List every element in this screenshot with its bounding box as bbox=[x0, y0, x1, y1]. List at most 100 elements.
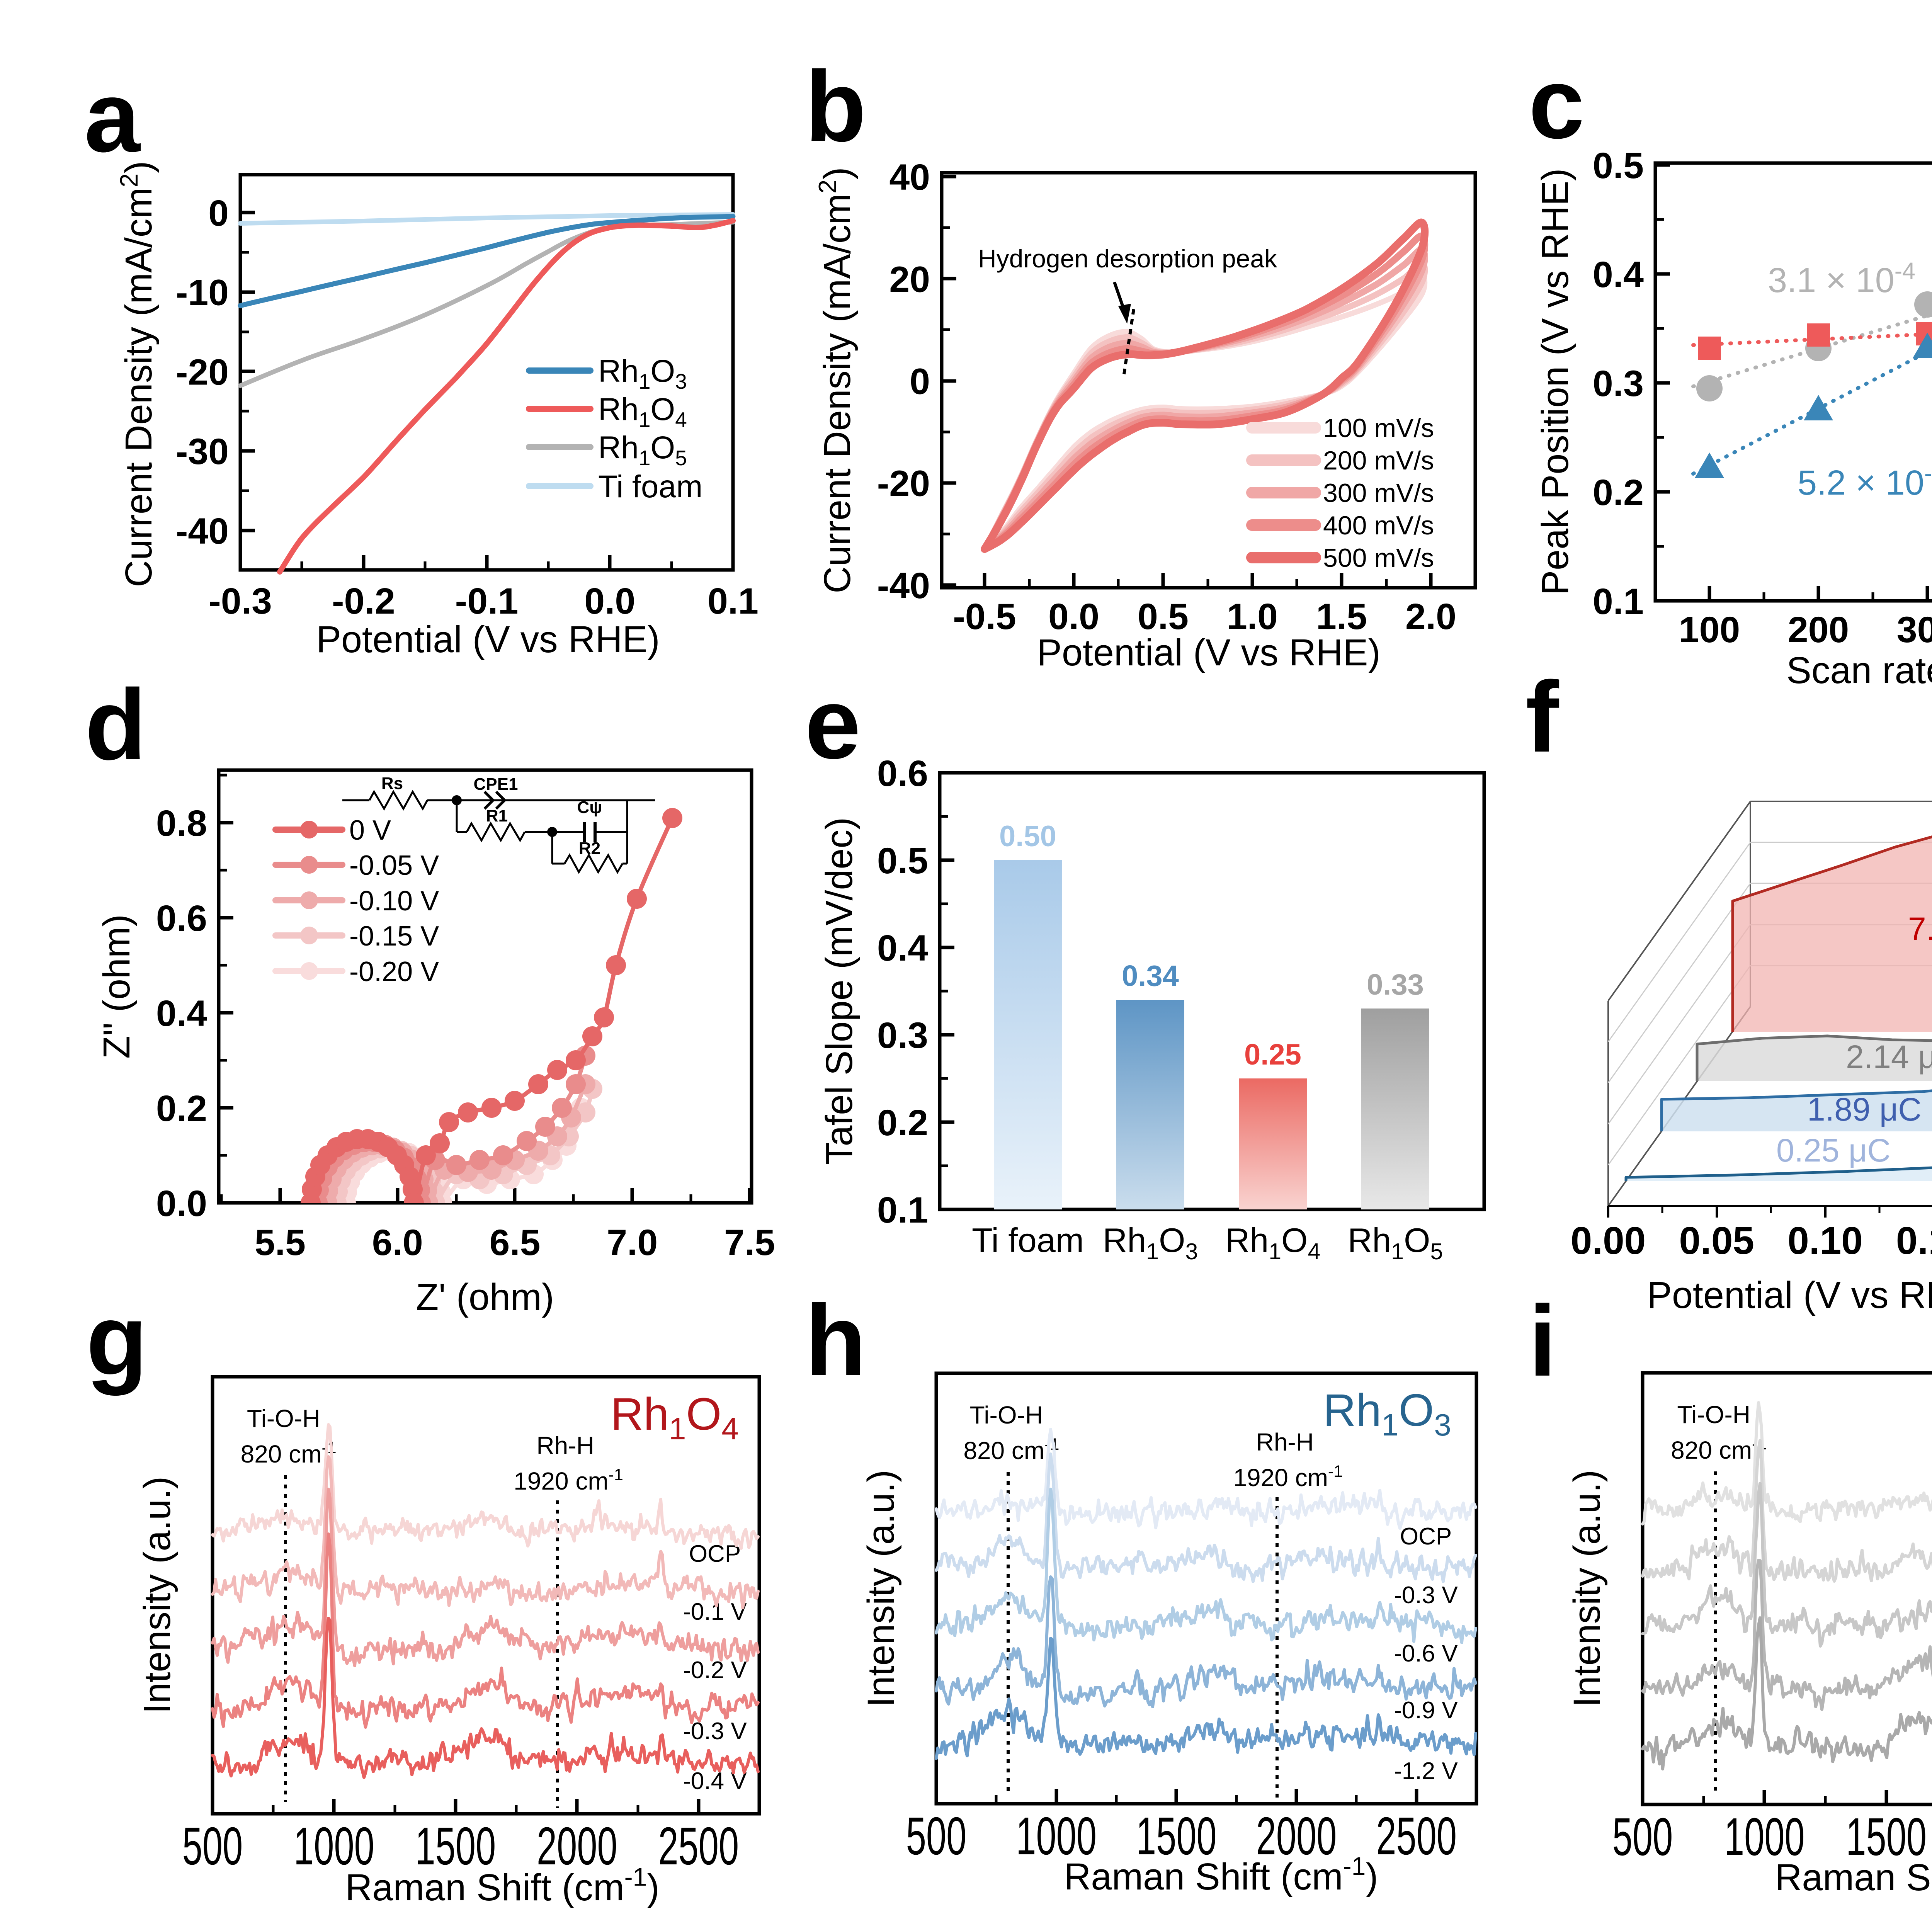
svg-text:0.50: 0.50 bbox=[999, 820, 1056, 853]
svg-text:-0.1: -0.1 bbox=[455, 581, 519, 622]
svg-text:2.0: 2.0 bbox=[1405, 596, 1456, 637]
svg-text:0.25: 0.25 bbox=[1244, 1038, 1301, 1071]
svg-text:0.0: 0.0 bbox=[156, 1183, 207, 1224]
svg-text:R1: R1 bbox=[486, 806, 508, 825]
svg-text:-10: -10 bbox=[176, 272, 229, 313]
svg-text:Raman Shift (cm-1): Raman Shift (cm-1) bbox=[1775, 1852, 1932, 1898]
svg-text:7.5: 7.5 bbox=[724, 1222, 775, 1263]
svg-text:OCP: OCP bbox=[689, 1541, 741, 1567]
svg-text:Potential (V vs RHE): Potential (V vs RHE) bbox=[1037, 631, 1380, 673]
svg-text:0.8: 0.8 bbox=[156, 803, 207, 844]
svg-text:0.6: 0.6 bbox=[156, 898, 207, 939]
svg-text:Peak Position (V vs RHE): Peak Position (V vs RHE) bbox=[1534, 168, 1576, 595]
svg-text:6.5: 6.5 bbox=[489, 1222, 540, 1263]
svg-text:g: g bbox=[86, 1284, 148, 1396]
svg-text:Rh-H: Rh-H bbox=[1256, 1428, 1314, 1456]
svg-text:0.34: 0.34 bbox=[1122, 960, 1179, 993]
svg-text:820 cm-1: 820 cm-1 bbox=[1671, 1435, 1767, 1464]
svg-text:-0.3: -0.3 bbox=[209, 581, 272, 622]
svg-text:3.1 × 10-4: 3.1 × 10-4 bbox=[1768, 258, 1915, 300]
svg-text:200 mV/s: 200 mV/s bbox=[1323, 446, 1434, 475]
svg-text:CPE1: CPE1 bbox=[474, 775, 518, 794]
svg-text:0.2: 0.2 bbox=[156, 1088, 207, 1129]
svg-text:7.95 μC: 7.95 μC bbox=[1908, 911, 1932, 947]
svg-text:Current Density (mA/cm2): Current Density (mA/cm2) bbox=[813, 167, 858, 593]
svg-text:40: 40 bbox=[889, 157, 930, 198]
svg-text:Z' (ohm): Z' (ohm) bbox=[416, 1276, 554, 1318]
svg-text:500 mV/s: 500 mV/s bbox=[1323, 543, 1434, 573]
svg-text:Tafel Slope (mV/dec): Tafel Slope (mV/dec) bbox=[818, 817, 860, 1165]
svg-text:Ti foam: Ti foam bbox=[972, 1221, 1084, 1259]
svg-text:-0.6 V: -0.6 V bbox=[1394, 1640, 1458, 1667]
svg-text:Ti-O-H: Ti-O-H bbox=[970, 1401, 1043, 1429]
svg-text:2000: 2000 bbox=[537, 1816, 617, 1876]
svg-text:0.10: 0.10 bbox=[1787, 1219, 1863, 1262]
svg-text:Rh1O5: Rh1O5 bbox=[1348, 1221, 1443, 1264]
svg-text:-20: -20 bbox=[877, 463, 930, 504]
svg-text:7.0: 7.0 bbox=[607, 1222, 658, 1263]
svg-text:i: i bbox=[1529, 1285, 1556, 1397]
svg-text:a: a bbox=[84, 61, 141, 173]
svg-text:-20: -20 bbox=[176, 352, 229, 393]
svg-text:-0.3 V: -0.3 V bbox=[1394, 1582, 1458, 1609]
svg-text:Cψ: Cψ bbox=[577, 798, 602, 817]
svg-text:0.0: 0.0 bbox=[1048, 596, 1099, 637]
svg-text:2500: 2500 bbox=[1376, 1806, 1457, 1866]
svg-text:1920 cm-1: 1920 cm-1 bbox=[1233, 1462, 1343, 1492]
svg-text:Potential (V vs RHE): Potential (V vs RHE) bbox=[316, 618, 660, 660]
svg-text:20: 20 bbox=[889, 259, 930, 300]
svg-text:0.4: 0.4 bbox=[1593, 254, 1644, 295]
svg-text:-0.20 V: -0.20 V bbox=[349, 956, 439, 987]
svg-text:0.0: 0.0 bbox=[584, 581, 635, 622]
svg-text:Intensity (a.u.): Intensity (a.u.) bbox=[1566, 1470, 1608, 1708]
svg-text:R2: R2 bbox=[579, 839, 600, 858]
svg-text:400 mV/s: 400 mV/s bbox=[1323, 511, 1434, 540]
svg-text:Intensity (a.u.): Intensity (a.u.) bbox=[136, 1476, 178, 1714]
svg-text:200: 200 bbox=[1788, 609, 1849, 650]
svg-text:1.5: 1.5 bbox=[1316, 596, 1367, 637]
svg-text:d: d bbox=[85, 669, 146, 781]
svg-text:1000: 1000 bbox=[1724, 1807, 1805, 1867]
svg-text:-30: -30 bbox=[176, 431, 229, 472]
svg-text:-0.5: -0.5 bbox=[953, 596, 1016, 637]
svg-text:Intensity (a.u.): Intensity (a.u.) bbox=[860, 1470, 902, 1708]
svg-text:-0.10 V: -0.10 V bbox=[349, 886, 439, 917]
svg-text:300 mV/s: 300 mV/s bbox=[1323, 478, 1434, 508]
svg-text:0: 0 bbox=[208, 193, 229, 234]
svg-text:-0.9 V: -0.9 V bbox=[1394, 1697, 1458, 1724]
svg-text:1.89 μC: 1.89 μC bbox=[1807, 1091, 1922, 1128]
svg-text:0.2: 0.2 bbox=[877, 1102, 928, 1143]
svg-text:-0.15 V: -0.15 V bbox=[349, 921, 439, 952]
svg-text:2000: 2000 bbox=[1256, 1806, 1337, 1866]
svg-text:5.2 × 10-4: 5.2 × 10-4 bbox=[1798, 460, 1932, 502]
svg-text:100: 100 bbox=[1679, 609, 1740, 650]
svg-text:0.5: 0.5 bbox=[1138, 596, 1189, 637]
svg-text:100 mV/s: 100 mV/s bbox=[1323, 413, 1434, 443]
svg-text:-40: -40 bbox=[176, 511, 229, 552]
svg-text:-0.2 V: -0.2 V bbox=[683, 1657, 747, 1684]
svg-text:1920 cm-1: 1920 cm-1 bbox=[514, 1466, 623, 1495]
svg-text:-0.2: -0.2 bbox=[332, 581, 395, 622]
svg-text:0.4: 0.4 bbox=[156, 993, 207, 1034]
svg-text:Current Density (mA/cm2): Current Density (mA/cm2) bbox=[115, 161, 160, 587]
svg-text:-40: -40 bbox=[877, 565, 930, 606]
svg-text:b: b bbox=[805, 51, 866, 163]
svg-text:1000: 1000 bbox=[1016, 1806, 1097, 1866]
svg-text:Raman Shift (cm-1): Raman Shift (cm-1) bbox=[345, 1862, 659, 1908]
svg-text:f: f bbox=[1526, 661, 1560, 773]
svg-text:500: 500 bbox=[1612, 1807, 1673, 1867]
svg-text:2.14 μC: 2.14 μC bbox=[1846, 1039, 1932, 1075]
svg-text:0.00: 0.00 bbox=[1571, 1219, 1646, 1262]
svg-text:-0.3 V: -0.3 V bbox=[683, 1718, 747, 1745]
svg-text:Scan rate (mV/s): Scan rate (mV/s) bbox=[1786, 649, 1932, 691]
svg-text:0.5: 0.5 bbox=[877, 840, 928, 881]
svg-text:1500: 1500 bbox=[1846, 1807, 1927, 1867]
svg-text:Raman Shift (cm-1): Raman Shift (cm-1) bbox=[1064, 1852, 1378, 1898]
svg-text:Z" (ohm): Z" (ohm) bbox=[95, 914, 138, 1059]
svg-text:0.1: 0.1 bbox=[877, 1190, 928, 1231]
svg-text:5.5: 5.5 bbox=[255, 1222, 306, 1263]
svg-text:0.4: 0.4 bbox=[877, 928, 928, 969]
svg-text:1.0: 1.0 bbox=[1227, 596, 1278, 637]
svg-text:6.0: 6.0 bbox=[372, 1222, 423, 1263]
svg-text:300: 300 bbox=[1897, 609, 1932, 650]
